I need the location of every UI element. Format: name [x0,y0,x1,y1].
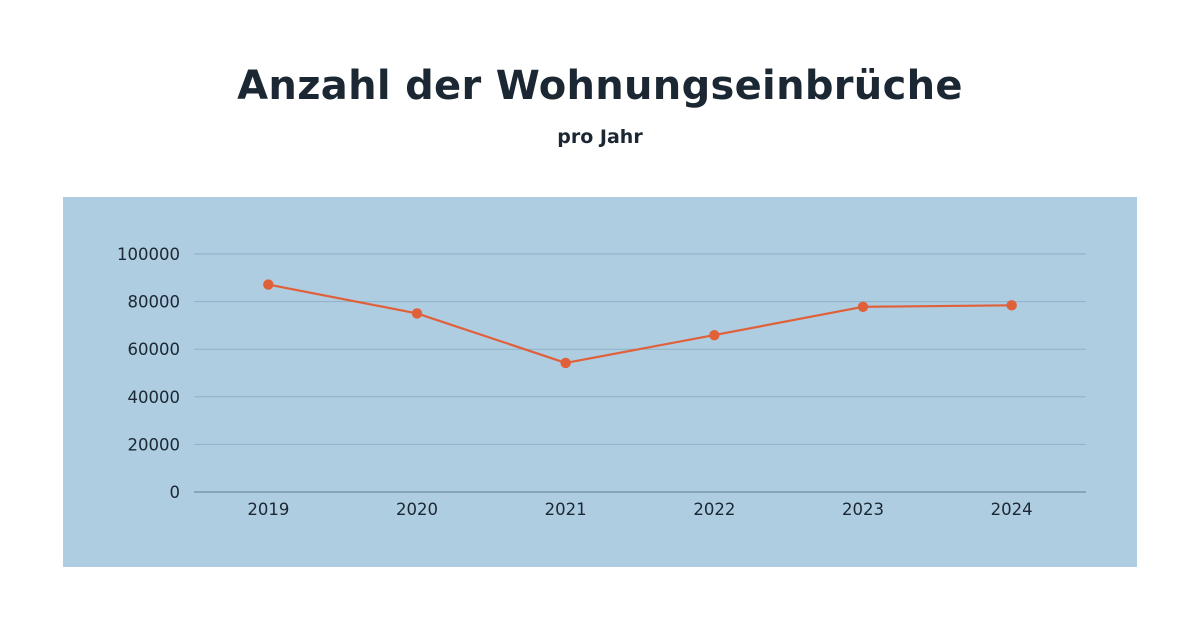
y-tick-label: 60000 [128,340,181,359]
x-tick-label: 2023 [842,500,884,519]
line-chart: 0 20000 40000 60000 80000 100000 2019 2020 2021… [117,245,1086,519]
series-line [268,283,1012,364]
x-tick-label: 2022 [693,500,735,519]
data-point-marker: 2021: 54236 [560,357,571,369]
y-tick-label: 100000 [117,245,180,264]
x-tick-label: 2019 [247,500,289,519]
data-point-marker: 2024: 78436 [1006,300,1017,311]
data-point-marker: 2019: 87145 [263,279,274,290]
x-tick-label: 2021 [545,500,587,519]
x-tick-label: 2024 [991,500,1033,519]
y-tick-label: 80000 [128,293,181,312]
x-tick-label: 2020 [396,500,438,519]
y-axis-tick-labels: 0 20000 40000 60000 80000 100000 [117,245,180,502]
chart-panel: 0 20000 40000 60000 80000 100000 2019 2020 2021… [63,197,1137,567]
data-point-marker: 2020: 75023 [411,308,423,319]
chart-title: Anzahl der Wohnungseinbrüche [237,63,963,109]
chart-subtitle: pro Jahr [557,126,643,148]
y-tick-label: 20000 [128,435,181,454]
y-tick-label: 40000 [128,388,181,407]
y-tick-label: 0 [170,483,181,502]
data-series-line: 2019: 87145 2020: 75023 2021: 54236 2022: 6… [263,279,1017,369]
gridlines [194,253,1086,493]
data-point-marker: 2022: 65908 [709,329,720,341]
data-point-marker: 2023: 77819 [857,301,869,312]
x-axis-tick-labels: 2019 2020 2021 2022 2023 2024 [247,500,1032,519]
